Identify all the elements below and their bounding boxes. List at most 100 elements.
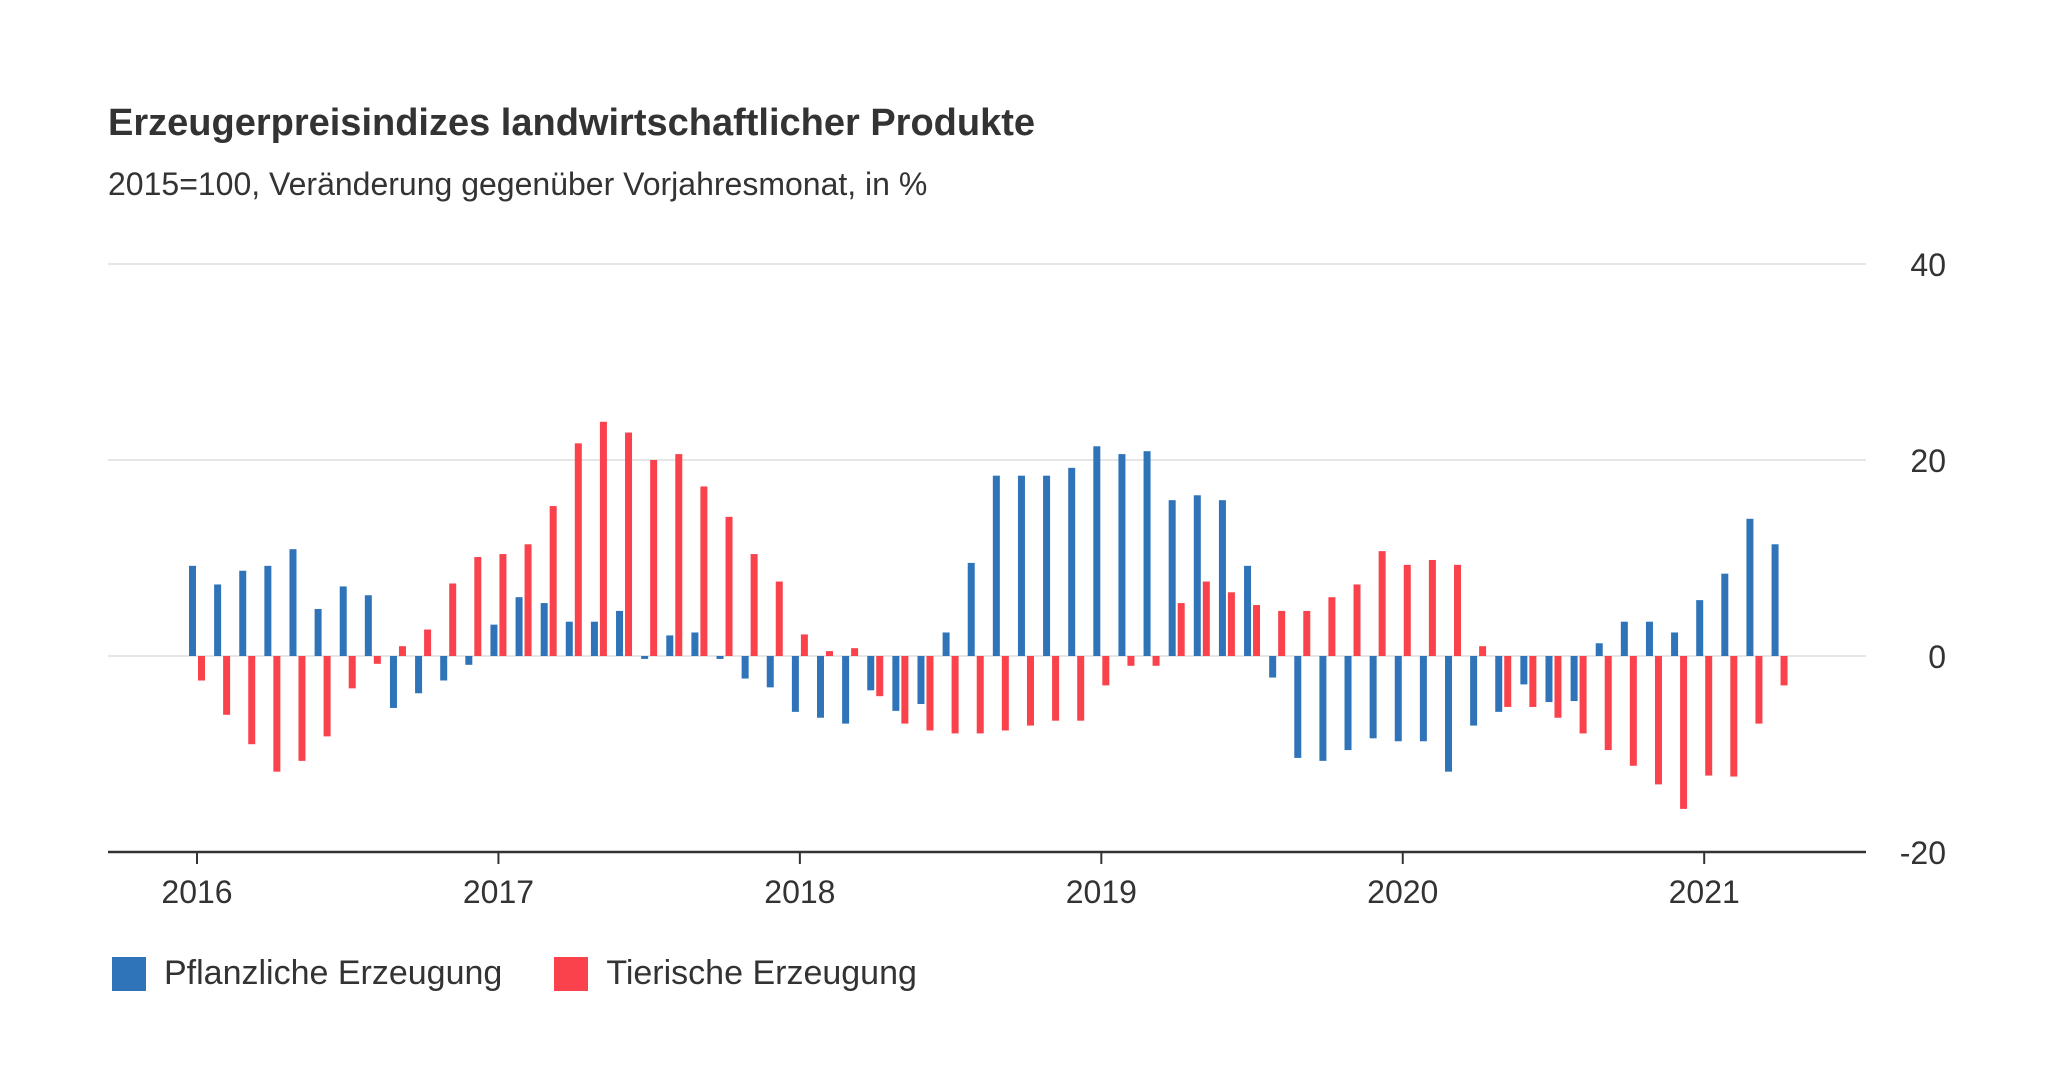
bar-tierische-2019-04[interactable]: [1177, 603, 1185, 656]
bar-tierische-2019-05[interactable]: [1202, 581, 1210, 656]
bar-tierische-2016-09[interactable]: [398, 646, 406, 656]
bar-tierische-2016-07[interactable]: [348, 656, 356, 689]
bar-pflanzliche-2018-11[interactable]: [1043, 475, 1051, 656]
bar-tierische-2020-07[interactable]: [1554, 656, 1562, 718]
bar-pflanzliche-2019-01[interactable]: [1093, 446, 1101, 656]
bar-tierische-2018-04[interactable]: [876, 656, 884, 697]
bar-tierische-2018-12[interactable]: [1077, 656, 1085, 721]
bar-pflanzliche-2016-01[interactable]: [189, 565, 196, 656]
bar-tierische-2021-03[interactable]: [1755, 656, 1763, 724]
bar-tierische-2018-06[interactable]: [926, 656, 934, 731]
bar-pflanzliche-2020-06[interactable]: [1520, 656, 1528, 685]
bar-pflanzliche-2021-02[interactable]: [1721, 573, 1729, 656]
bar-tierische-2017-12[interactable]: [775, 581, 783, 656]
bar-pflanzliche-2019-02[interactable]: [1118, 454, 1126, 656]
bar-tierische-2016-02[interactable]: [223, 656, 231, 715]
bar-tierische-2017-09[interactable]: [700, 486, 708, 656]
bar-pflanzliche-2018-10[interactable]: [1017, 475, 1025, 656]
bar-pflanzliche-2019-12[interactable]: [1369, 656, 1377, 739]
bar-tierische-2019-12[interactable]: [1378, 551, 1386, 656]
bar-pflanzliche-2017-10[interactable]: [716, 656, 724, 659]
bar-pflanzliche-2016-02[interactable]: [214, 584, 222, 656]
bar-tierische-2020-11[interactable]: [1654, 656, 1662, 785]
bar-pflanzliche-2018-08[interactable]: [967, 562, 975, 656]
bar-pflanzliche-2021-01[interactable]: [1696, 600, 1704, 656]
bar-tierische-2018-11[interactable]: [1052, 656, 1060, 721]
bar-pflanzliche-2021-04[interactable]: [1771, 544, 1779, 656]
bar-pflanzliche-2019-07[interactable]: [1244, 565, 1252, 656]
bar-tierische-2017-10[interactable]: [725, 516, 733, 656]
bar-pflanzliche-2018-04[interactable]: [867, 656, 875, 691]
bar-tierische-2019-11[interactable]: [1353, 584, 1361, 656]
bar-pflanzliche-2019-04[interactable]: [1168, 500, 1176, 656]
legend-item-tierische[interactable]: Tierische Erzeugung: [554, 954, 917, 993]
bar-pflanzliche-2018-12[interactable]: [1068, 467, 1076, 656]
bar-tierische-2019-03[interactable]: [1152, 656, 1160, 666]
bar-pflanzliche-2020-04[interactable]: [1470, 656, 1478, 726]
bar-tierische-2020-04[interactable]: [1479, 646, 1487, 656]
bar-tierische-2020-09[interactable]: [1604, 656, 1612, 751]
bar-tierische-2019-08[interactable]: [1278, 610, 1286, 656]
bar-pflanzliche-2016-09[interactable]: [389, 656, 397, 708]
bar-pflanzliche-2019-03[interactable]: [1143, 451, 1151, 656]
bar-pflanzliche-2020-03[interactable]: [1445, 656, 1452, 772]
bar-tierische-2020-02[interactable]: [1428, 559, 1436, 656]
bar-pflanzliche-2016-04[interactable]: [264, 565, 272, 656]
bar-tierische-2016-03[interactable]: [248, 656, 256, 745]
bar-pflanzliche-2017-07[interactable]: [641, 656, 649, 659]
bar-tierische-2018-08[interactable]: [976, 656, 984, 734]
bar-pflanzliche-2020-10[interactable]: [1620, 621, 1628, 656]
bar-tierische-2016-01[interactable]: [198, 656, 205, 681]
bar-tierische-2018-03[interactable]: [851, 648, 859, 656]
bar-tierische-2017-05[interactable]: [599, 421, 607, 656]
legend-item-pflanzliche[interactable]: Pflanzliche Erzeugung: [112, 954, 502, 993]
bar-pflanzliche-2017-09[interactable]: [691, 632, 699, 656]
bar-pflanzliche-2020-12[interactable]: [1671, 632, 1679, 656]
bar-pflanzliche-2020-07[interactable]: [1545, 656, 1553, 703]
bar-pflanzliche-2016-06[interactable]: [314, 608, 322, 656]
bar-pflanzliche-2016-05[interactable]: [289, 549, 297, 656]
bar-pflanzliche-2021-03[interactable]: [1746, 518, 1754, 656]
bar-tierische-2016-12[interactable]: [474, 557, 482, 656]
bar-pflanzliche-2016-03[interactable]: [239, 570, 247, 656]
bar-tierische-2021-02[interactable]: [1730, 656, 1738, 777]
bar-pflanzliche-2016-08[interactable]: [364, 595, 372, 656]
bar-pflanzliche-2016-12[interactable]: [465, 656, 473, 665]
bar-pflanzliche-2020-05[interactable]: [1495, 656, 1503, 712]
bar-pflanzliche-2018-07[interactable]: [942, 632, 950, 656]
bar-pflanzliche-2020-01[interactable]: [1394, 656, 1402, 742]
bar-pflanzliche-2018-05[interactable]: [892, 656, 900, 711]
bar-tierische-2019-07[interactable]: [1253, 605, 1261, 656]
bar-tierische-2020-08[interactable]: [1579, 656, 1587, 734]
bar-pflanzliche-2017-05[interactable]: [590, 621, 598, 656]
bar-pflanzliche-2016-10[interactable]: [415, 656, 423, 694]
bar-tierische-2017-06[interactable]: [625, 432, 633, 656]
bar-pflanzliche-2020-11[interactable]: [1645, 621, 1653, 656]
bar-pflanzliche-2019-11[interactable]: [1344, 656, 1352, 751]
bar-tierische-2020-12[interactable]: [1680, 656, 1688, 809]
bar-pflanzliche-2017-12[interactable]: [766, 656, 774, 688]
bar-pflanzliche-2018-02[interactable]: [817, 656, 824, 718]
bar-tierische-2016-06[interactable]: [323, 656, 331, 737]
bar-tierische-2016-08[interactable]: [373, 656, 381, 664]
bar-tierische-2018-07[interactable]: [951, 656, 959, 734]
bar-tierische-2020-01[interactable]: [1403, 564, 1411, 656]
bar-pflanzliche-2017-03[interactable]: [540, 603, 548, 656]
bar-tierische-2021-01[interactable]: [1705, 656, 1713, 776]
bar-pflanzliche-2019-10[interactable]: [1319, 656, 1327, 761]
bar-tierische-2017-08[interactable]: [675, 454, 683, 656]
bar-tierische-2017-07[interactable]: [650, 460, 658, 656]
bar-tierische-2018-09[interactable]: [1001, 656, 1009, 731]
bar-pflanzliche-2020-08[interactable]: [1570, 656, 1578, 702]
bar-pflanzliche-2018-03[interactable]: [842, 656, 850, 724]
bar-pflanzliche-2020-02[interactable]: [1419, 656, 1427, 742]
bar-tierische-2018-01[interactable]: [800, 634, 808, 656]
bar-tierische-2018-05[interactable]: [901, 656, 909, 724]
bar-pflanzliche-2019-06[interactable]: [1218, 500, 1226, 656]
bar-tierische-2020-10[interactable]: [1629, 656, 1637, 766]
bar-tierische-2020-05[interactable]: [1504, 656, 1512, 707]
bar-pflanzliche-2017-02[interactable]: [515, 597, 523, 656]
bar-pflanzliche-2016-07[interactable]: [339, 586, 347, 656]
bar-pflanzliche-2016-11[interactable]: [440, 656, 448, 681]
bar-tierische-2019-01[interactable]: [1102, 656, 1110, 686]
